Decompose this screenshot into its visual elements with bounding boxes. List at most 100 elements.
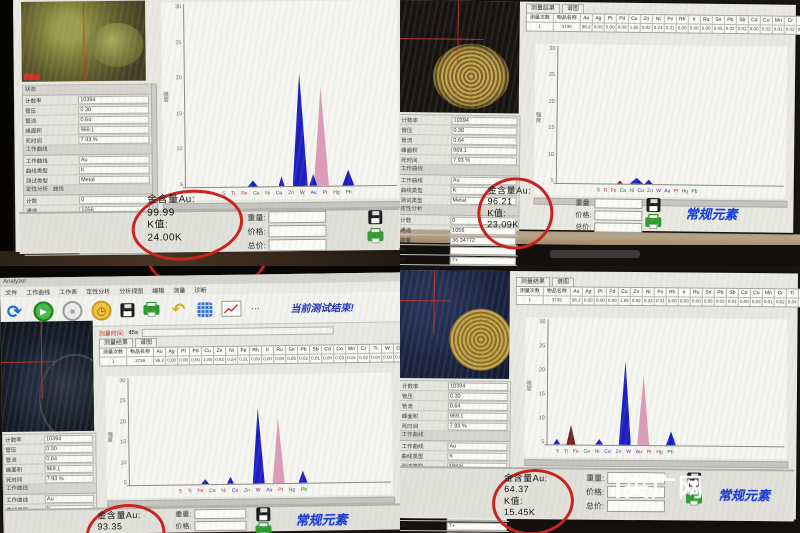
- price-input[interactable]: [194, 520, 247, 532]
- refresh-icon[interactable]: ⟳: [6, 301, 23, 322]
- print-icon[interactable]: [143, 304, 160, 315]
- element-symbol: Ti: [786, 289, 798, 299]
- menu-item[interactable]: 定性分析: [86, 288, 111, 296]
- element-column: Au 96.2: [570, 287, 583, 305]
- menu-item[interactable]: 编辑: [152, 288, 165, 295]
- element-symbol: W: [381, 344, 394, 354]
- chart-icon[interactable]: [221, 300, 242, 317]
- weight-input[interactable]: [594, 198, 643, 209]
- weight-input[interactable]: [268, 210, 327, 224]
- x-element-label: Hg: [333, 189, 340, 196]
- more-icon[interactable]: ⋯: [250, 302, 261, 313]
- menu-item[interactable]: 分析视图: [119, 288, 144, 295]
- timer-icon[interactable]: ◷: [91, 300, 112, 321]
- element-value: 0.00: [607, 297, 617, 303]
- save-icon[interactable]: [120, 303, 135, 318]
- field-value: 0.64: [447, 401, 508, 411]
- au-label: 金含量Au:: [487, 185, 532, 196]
- element-value: 0.02: [359, 354, 369, 360]
- element-column: Cu 1.85: [618, 287, 631, 306]
- field-label: 工作曲线: [6, 497, 29, 504]
- element-column: Mn 0.01: [772, 16, 785, 34]
- element-column: Ru 0.00: [273, 346, 287, 364]
- total-input[interactable]: [594, 222, 643, 233]
- table-col-count: 测量次数 1: [99, 348, 128, 366]
- save-icon[interactable]: [368, 210, 383, 225]
- element-value: 0.02: [775, 299, 785, 305]
- element-symbol: Cr: [784, 16, 796, 26]
- element-column: Sn 0.05: [285, 345, 299, 364]
- play-icon[interactable]: ▶: [33, 301, 54, 322]
- col-header: 物品名称: [126, 347, 154, 358]
- x-axis: [553, 182, 784, 187]
- tab-spectrum[interactable]: 谱图: [561, 3, 584, 14]
- element-symbol: Sb: [726, 288, 738, 298]
- x-element-label: Ca: [209, 488, 216, 495]
- tab-spectrum[interactable]: 谱图: [134, 337, 158, 348]
- menu-item[interactable]: 工作表: [59, 289, 78, 296]
- au-label: 金含量Au:: [504, 472, 548, 484]
- y-tick-label: 15: [176, 111, 183, 118]
- peak-small: [553, 439, 560, 445]
- peak-small: [278, 176, 284, 186]
- save-icon[interactable]: [256, 507, 271, 522]
- undo-icon[interactable]: ↶: [171, 301, 186, 319]
- x-element-label: S: [596, 187, 601, 194]
- menu-item[interactable]: 文件: [5, 290, 18, 297]
- print-icon[interactable]: [645, 217, 662, 228]
- element-columns: Au 96.2 Ag 0.00 Pt 0.00 Pd 0.00 Cu 1.85 Zn 0.92 Ni 0.…: [580, 14, 800, 34]
- x-element-label: Ti: [187, 488, 192, 495]
- crosshair-icon: [457, 0, 459, 63]
- price-input[interactable]: [268, 224, 327, 238]
- cell: 3739: [561, 23, 572, 30]
- price-label: 价格:: [586, 487, 605, 497]
- element-value: 0.01: [311, 355, 321, 361]
- element-column: Fe 0.31: [664, 15, 677, 33]
- element-value: 0.31: [655, 298, 665, 304]
- menu-item[interactable]: 工作曲线: [26, 289, 51, 297]
- price-input[interactable]: [594, 210, 643, 221]
- tab-spectrum[interactable]: 谱图: [551, 277, 574, 287]
- field-value: 7.93 %: [450, 156, 518, 165]
- element-value: 96.2: [155, 357, 165, 363]
- k-value: 15.45K: [503, 506, 536, 517]
- print-icon[interactable]: [367, 231, 384, 242]
- tab-results[interactable]: 测量结果: [98, 338, 133, 348]
- col-header: 测量次数: [516, 287, 543, 297]
- element-symbol: Sn: [285, 345, 298, 356]
- field-label: 能量: [400, 237, 412, 244]
- element-column: Fe 0.31: [237, 346, 251, 364]
- cell: 1: [111, 358, 115, 364]
- field-value: 0.30: [44, 444, 94, 453]
- x-element-label: Pt: [322, 189, 328, 196]
- table-col-item: 物品名称 3739: [543, 287, 571, 305]
- peak-small: [617, 181, 623, 184]
- field-label: 曲线类型: [401, 453, 424, 460]
- weight-input[interactable]: [194, 508, 247, 520]
- element-value: 0.00: [251, 356, 261, 362]
- monitor-bezel: [0, 0, 13, 266]
- menu-item[interactable]: 测量: [173, 287, 186, 295]
- qual-tab[interactable]: 曲线: [52, 186, 64, 193]
- element-symbol: Pd: [606, 287, 618, 297]
- calculator-icon[interactable]: [197, 301, 213, 317]
- print-icon[interactable]: [255, 525, 272, 533]
- y-tick-label: 10: [176, 146, 183, 153]
- element-value: 0.04: [371, 354, 381, 360]
- save-icon[interactable]: [646, 198, 661, 213]
- stop-icon[interactable]: ■: [62, 300, 83, 322]
- element-symbol: Ag: [592, 14, 604, 24]
- menu-item[interactable]: 诊断: [194, 287, 207, 294]
- x-element-label: Ca: [583, 448, 590, 455]
- field-value: 7.93 %: [447, 421, 508, 431]
- tab-results[interactable]: 测量结果: [525, 3, 560, 13]
- total-input[interactable]: [268, 238, 327, 252]
- field-value: 969.1: [78, 125, 150, 134]
- toolbar: ⟳ ▶ ■ ◷ ↶ ⋯: [0, 291, 400, 328]
- bar-icons: [367, 210, 384, 242]
- field-label: 测试类型: [25, 178, 48, 185]
- element-symbol: Cu: [618, 287, 630, 298]
- tab-results[interactable]: 测量结果: [515, 277, 550, 287]
- field-label: 死时间: [401, 157, 418, 164]
- element-column: Mn 0.01: [345, 345, 359, 363]
